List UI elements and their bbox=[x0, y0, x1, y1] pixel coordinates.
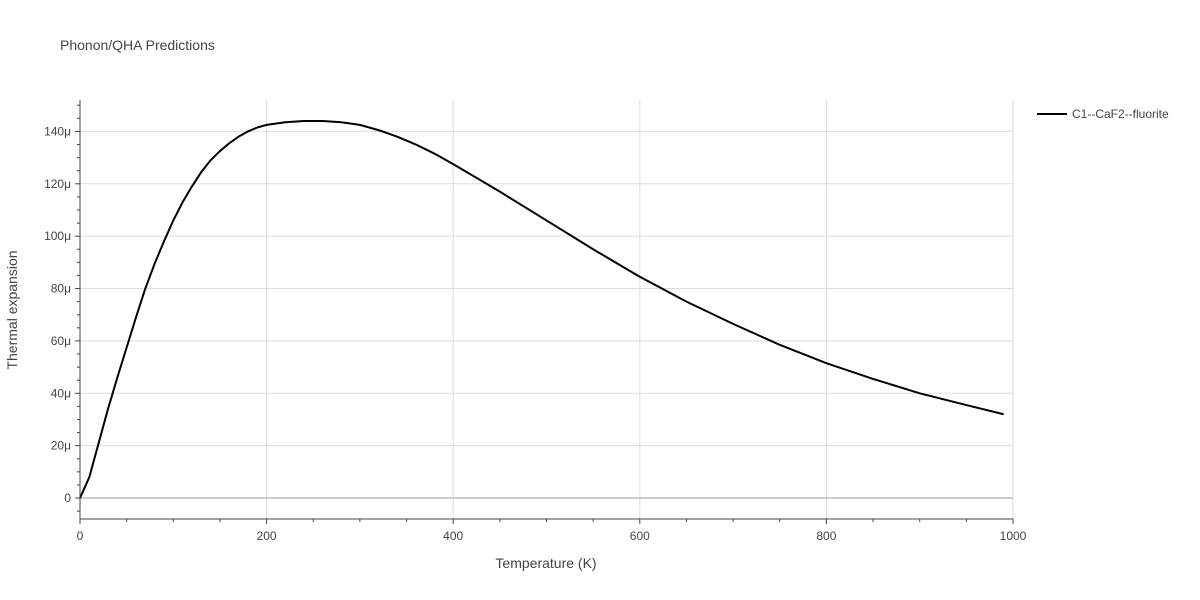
y-tick-label: 0 bbox=[64, 491, 71, 505]
y-tick-label: 60μ bbox=[51, 334, 71, 348]
x-tick-label: 200 bbox=[257, 529, 277, 543]
y-tick-label: 20μ bbox=[51, 439, 71, 453]
series-line-0[interactable] bbox=[79, 119, 1004, 499]
x-tick-label: 800 bbox=[816, 529, 836, 543]
y-tick-label: 140μ bbox=[44, 124, 71, 138]
y-tick-label: 100μ bbox=[44, 229, 71, 243]
series-layer[interactable] bbox=[79, 119, 1004, 499]
x-axis-title: Temperature (K) bbox=[495, 555, 596, 571]
x-tick-label: 400 bbox=[443, 529, 463, 543]
grid-layer bbox=[80, 100, 1014, 519]
y-tick-label: 40μ bbox=[51, 386, 71, 400]
x-tick-label: 0 bbox=[77, 529, 84, 543]
y-tick-label: 120μ bbox=[44, 177, 71, 191]
chart-title: Phonon/QHA Predictions bbox=[60, 37, 215, 53]
x-tick-label: 600 bbox=[630, 529, 650, 543]
legend[interactable]: C1--CaF2--fluorite bbox=[1037, 107, 1169, 121]
legend-label[interactable]: C1--CaF2--fluorite bbox=[1072, 107, 1169, 121]
y-tick-label: 80μ bbox=[51, 282, 71, 296]
x-tick-label: 1000 bbox=[1000, 529, 1027, 543]
axis-layer: 0 200 400 600 800 1000 0 20μ 40μ 60μ 80μ 100μ 120μ 14… bbox=[44, 100, 1027, 543]
y-axis-title: Thermal expansion bbox=[4, 250, 20, 369]
